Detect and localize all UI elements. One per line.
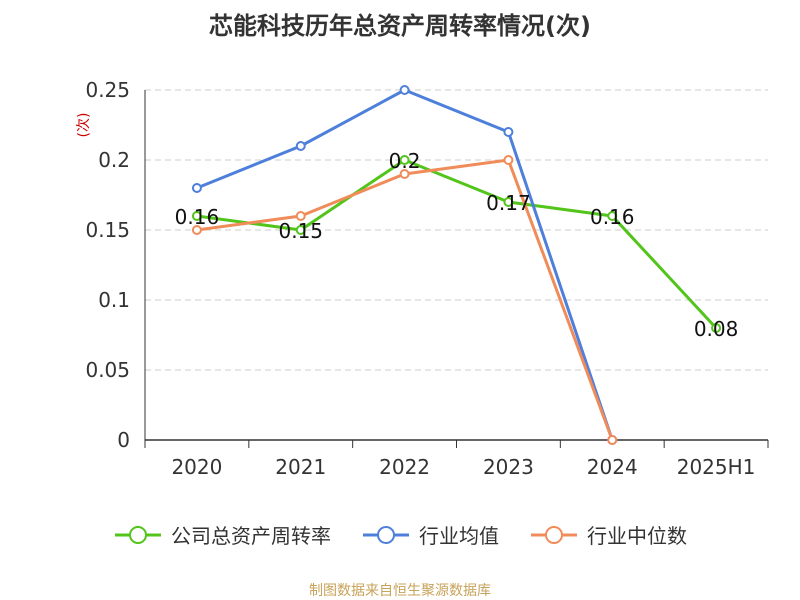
legend-label: 行业均值 [419,524,499,548]
source-note: 制图数据来自恒生聚源数据库 [309,583,491,599]
legend-circle [545,525,563,544]
data-label: 0.17 [486,191,531,215]
data-label: 0.2 [389,149,421,173]
legend-item[interactable]: 公司总资产周转率 [113,520,331,549]
x-tick-label: 2025H1 [677,455,756,479]
data-point [191,183,202,193]
data-point [295,225,306,235]
data-label: 0.08 [694,317,739,341]
x-tick-label: 2023 [483,455,534,479]
axes: 0 0.05 0.1 0.15 0.2 0.25 2020 2021 2022 2023 2024 2… [85,78,769,479]
data-point [607,211,618,221]
y-tick-label: 0.2 [98,148,130,172]
data-point [295,141,306,151]
y-tick-label: 0.15 [85,218,130,242]
x-tick-label: 2020 [171,455,222,479]
data-point [503,127,514,137]
y-axis-unit: (次) [76,113,92,138]
data-point [503,197,514,207]
legend-label: 公司总资产周转率 [171,524,331,548]
chart-title: 芯能科技历年总资产周转率情况(次) [209,12,591,40]
data-label: 0.16 [175,205,220,229]
data-point [503,155,514,165]
y-tick-label: 0.25 [85,78,130,102]
y-tick-label: 0.1 [98,288,130,312]
legend-label: 行业中位数 [587,524,687,548]
series-line-1 [196,88,614,441]
legend: 公司总资产周转率 行业均值 行业中位数 [0,520,800,549]
data-label: 0.16 [590,205,635,229]
y-tick-label: 0.05 [85,358,130,382]
data-label: 0.15 [278,219,323,243]
legend-marker-icon [363,525,409,544]
data-point [399,155,410,165]
series-line-0 [196,158,718,330]
y-tick-label: 0 [117,428,130,452]
legend-item[interactable]: 行业均值 [361,520,499,549]
series-lines [191,85,722,445]
data-point [711,323,722,333]
legend-marker-icon [115,525,161,544]
x-tick-label: 2021 [275,455,326,479]
data-point [399,169,410,179]
data-point [295,211,306,221]
data-point [191,211,202,221]
data-labels: 0.16 0.15 0.2 0.17 0.16 0.08 [175,149,739,341]
grid-lines [145,89,768,371]
legend-marker-icon [531,525,577,544]
data-point [607,435,618,445]
x-tick-label: 2022 [379,455,430,479]
x-tick-label: 2024 [587,455,638,479]
legend-circle [129,525,147,544]
legend-item[interactable]: 行业中位数 [529,520,687,549]
legend-circle [377,525,395,544]
data-point [399,85,410,95]
data-point [191,225,202,235]
